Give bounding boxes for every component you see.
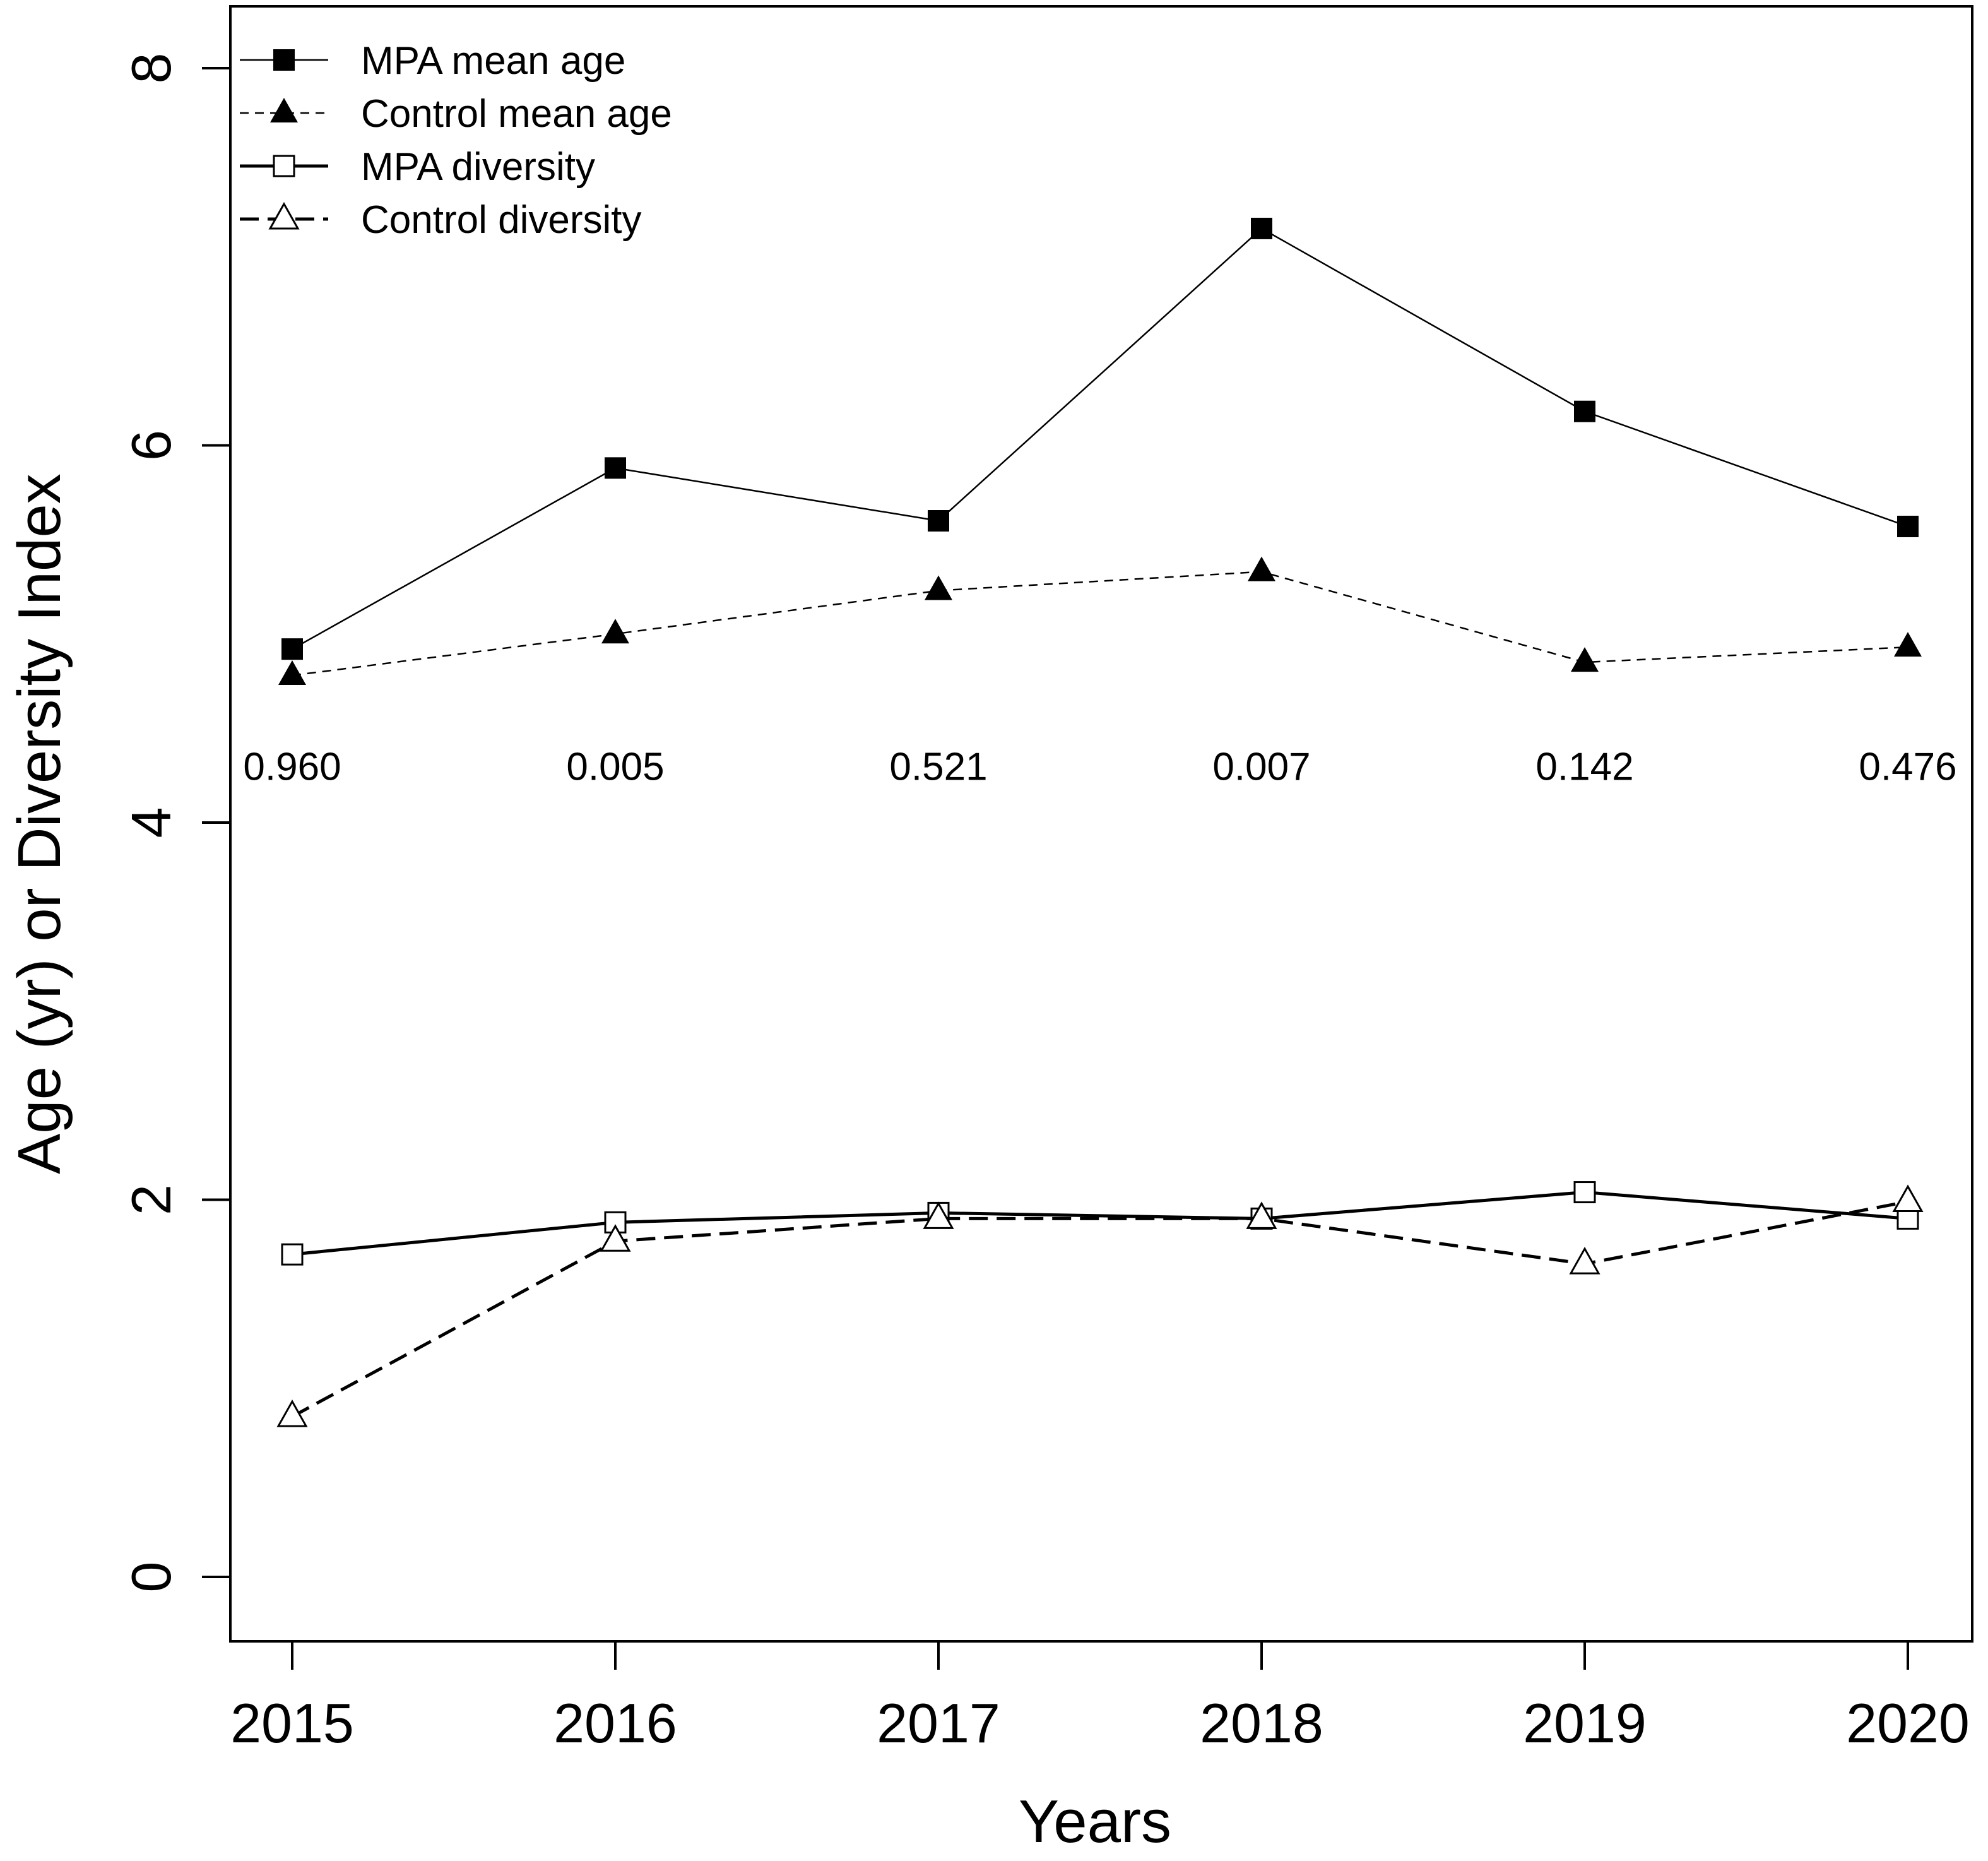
p-value-label: 0.521 (889, 745, 987, 788)
x-axis-title: Years (1019, 1788, 1171, 1855)
legend-marker-mpa-diversity (273, 155, 295, 177)
data-point-control-mean-age (1248, 556, 1275, 581)
data-point-control-mean-age (601, 619, 629, 644)
x-tick-label: 2017 (877, 1692, 1000, 1754)
legend-item-mpa-diversity: MPA diversity (240, 145, 595, 189)
series-line-mpa-diversity (292, 1191, 1908, 1256)
series-line-mpa-mean-age (292, 227, 1908, 650)
p-value-label: 0.960 (243, 745, 341, 788)
legend-marker-control-diversity (268, 201, 300, 230)
y-tick-label: 0 (120, 1562, 182, 1593)
axes: 2015 2016 2017 2018 2019 2020 0 2 4 6 8 (120, 53, 1970, 1754)
data-point-control-mean-age (925, 575, 952, 600)
y-tick-label: 6 (120, 430, 182, 461)
x-tick-label: 2015 (230, 1692, 354, 1754)
data-point-control-mean-age (1571, 647, 1599, 672)
plot-frame (229, 5, 1973, 1643)
p-value-label: 0.142 (1535, 745, 1633, 788)
data-point-mpa-mean-age (1251, 217, 1272, 239)
data-point-control-diversity (1569, 1247, 1600, 1275)
legend-label-mpa-mean-age: MPA mean age (361, 39, 625, 83)
x-tick-label: 2019 (1523, 1692, 1647, 1754)
legend-item-control-mean-age: Control mean age (240, 92, 672, 136)
legend-label-mpa-diversity: MPA diversity (361, 145, 595, 189)
series-line-control-mean-age (292, 571, 1908, 677)
y-tick-label: 2 (120, 1184, 182, 1215)
legend: MPA mean age Control mean age MPA diversit… (240, 39, 672, 242)
data-point-control-diversity (276, 1400, 308, 1427)
series-line-control-diversity (291, 1200, 1908, 1418)
p-value-label: 0.005 (566, 745, 664, 788)
series-control-diversity (276, 1184, 1924, 1427)
x-tick-label: 2016 (553, 1692, 677, 1754)
data-point-control-diversity (600, 1224, 631, 1252)
p-value-annotations: 0.960 0.005 0.521 0.007 0.142 0.476 (243, 745, 1956, 788)
legend-label-control-diversity: Control diversity (361, 198, 641, 242)
y-tick-label: 4 (120, 807, 182, 838)
legend-item-mpa-mean-age: MPA mean age (240, 39, 625, 83)
p-value-label: 0.007 (1212, 745, 1310, 788)
x-tick-label: 2020 (1846, 1692, 1970, 1754)
legend-label-control-mean-age: Control mean age (361, 92, 672, 136)
data-point-mpa-mean-age (928, 510, 949, 532)
legend-marker-control-mean-age (270, 98, 298, 122)
data-point-mpa-diversity (1573, 1181, 1596, 1204)
series-layer (276, 217, 1924, 1427)
series-control-mean-age (278, 556, 1922, 685)
y-axis-title: Age (yr) or Diversity Index (6, 473, 73, 1174)
data-point-mpa-mean-age (1574, 400, 1595, 422)
data-point-control-diversity (1246, 1201, 1277, 1229)
data-point-mpa-mean-age (1897, 515, 1919, 537)
data-point-control-diversity (923, 1201, 954, 1229)
data-point-mpa-mean-age (281, 638, 303, 660)
data-point-control-mean-age (1894, 632, 1922, 657)
legend-item-control-diversity: Control diversity (240, 198, 641, 242)
data-point-control-mean-age (278, 660, 306, 685)
data-point-mpa-diversity (281, 1243, 304, 1266)
data-point-control-diversity (1892, 1184, 1924, 1212)
x-tick-label: 2018 (1200, 1692, 1323, 1754)
legend-marker-mpa-mean-age (273, 49, 295, 71)
p-value-label: 0.476 (1859, 745, 1956, 788)
series-mpa-diversity (281, 1181, 1919, 1266)
y-tick-label: 8 (120, 53, 182, 84)
data-point-mpa-mean-age (605, 457, 626, 479)
series-mpa-mean-age (281, 217, 1919, 660)
